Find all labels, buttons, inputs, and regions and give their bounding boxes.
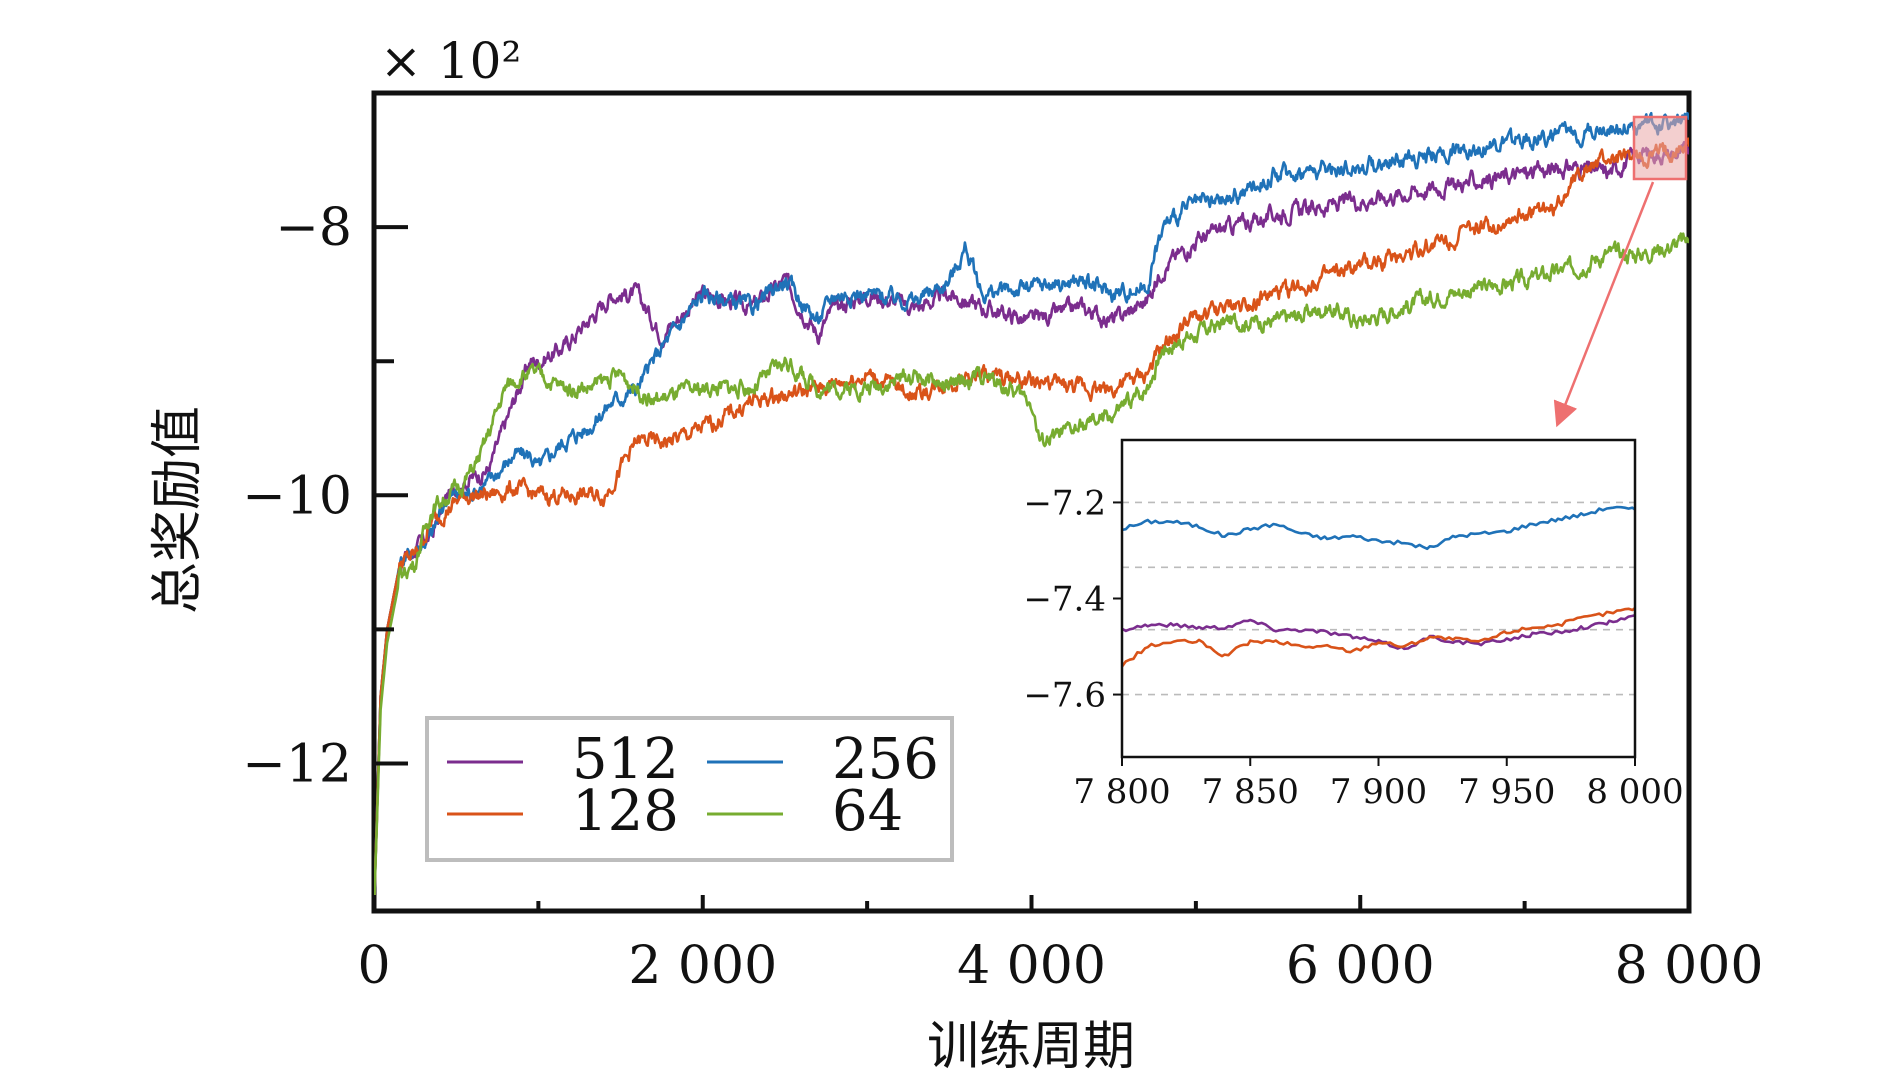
series-line-256	[374, 111, 1689, 911]
x-tick-label: 6 000	[1286, 936, 1435, 996]
y-tick-label: −10	[242, 466, 352, 526]
y-tick-label: −8	[275, 198, 352, 258]
legend-entries: 512 256 128 64	[447, 727, 939, 844]
x-tick-label: 2 000	[628, 936, 777, 996]
x-tick-label: 0	[357, 936, 390, 996]
inset-series-line-256	[1122, 505, 1635, 551]
main-ytick-group: −8 −10 −12	[242, 198, 408, 794]
x-tick-label: 8 000	[1615, 936, 1764, 996]
inset-y-tick-label: −7.6	[1023, 676, 1106, 716]
inset-x-tick-label: 7 850	[1202, 772, 1299, 812]
inset-y-tick-label: −7.4	[1023, 580, 1106, 620]
inset-series-group	[1122, 505, 1635, 668]
inset-y-tick-label: −7.2	[1023, 483, 1106, 523]
inset-x-tick-label: 7 800	[1073, 772, 1170, 812]
multiplier-label: × 10²	[380, 32, 521, 90]
series-line-512	[374, 140, 1689, 911]
legend-label-256: 256	[832, 727, 939, 792]
y-tick-label: −12	[242, 734, 352, 794]
x-axis-label: 训练周期	[927, 1017, 1135, 1077]
legend-box	[425, 716, 954, 862]
y-axis-label: 总奖励值	[148, 406, 208, 614]
main-series-group	[374, 111, 1689, 911]
legend-label-128: 128	[572, 779, 679, 844]
main-xtick-group: 0 2 000 4 000 6 000 8 000	[357, 895, 1763, 996]
series-line-64	[374, 232, 1689, 911]
legend: 512 256 128 64	[425, 716, 954, 862]
x-tick-label: 4 000	[957, 936, 1106, 996]
inset-x-tick-label: 7 950	[1458, 772, 1555, 812]
inset-ytick-group: −7.2 −7.4 −7.6	[1023, 483, 1122, 716]
zoom-arrow	[1553, 181, 1655, 428]
inset-background	[1122, 440, 1635, 757]
zoom-region-box	[1632, 115, 1688, 181]
series-line-128	[374, 137, 1689, 911]
inset-x-tick-label: 8 000	[1586, 772, 1683, 812]
inset-xtick-group: 7 800 7 850 7 900 7 950 8 000	[1073, 757, 1684, 812]
legend-label-512: 512	[572, 727, 679, 792]
inset-x-tick-label: 7 900	[1330, 772, 1427, 812]
inset-series-line-512	[1122, 614, 1635, 651]
inset-chart: 7 800 7 850 7 900 7 950 8 000 −7.2 −7.4 −7.6	[1023, 438, 1684, 812]
legend-label-64: 64	[832, 779, 903, 844]
inset-series-line-128	[1122, 607, 1635, 668]
